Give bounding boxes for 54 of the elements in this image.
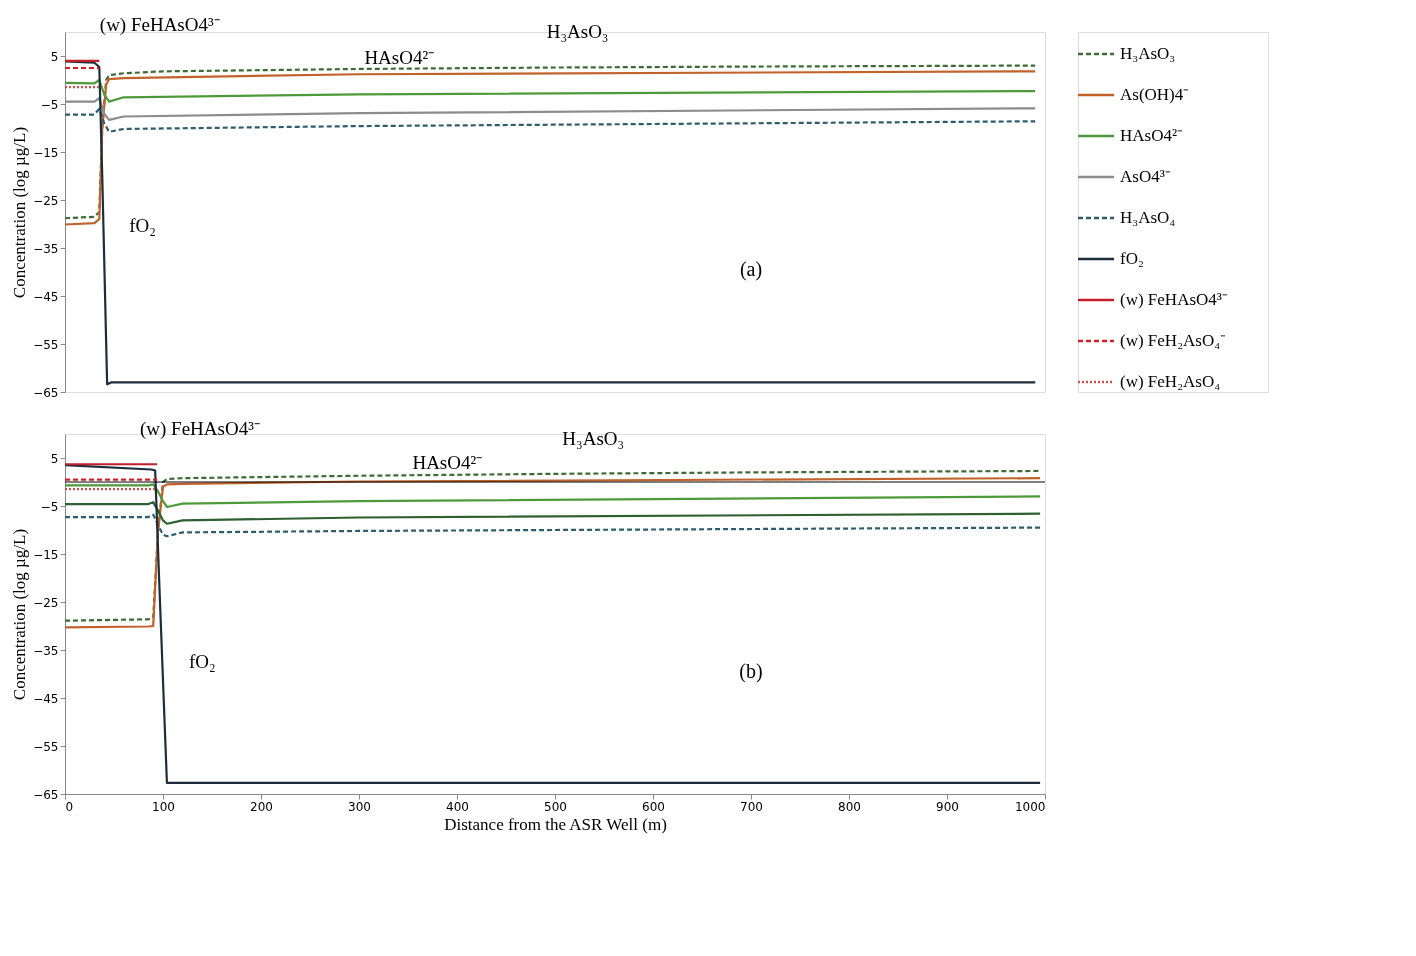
line-series <box>63 107 1037 133</box>
line-series <box>63 483 1042 509</box>
x-tick-label: 400 <box>446 799 469 814</box>
annotation: (w) FeHAsO4³⁻ <box>99 13 220 36</box>
annotation: HAsO4²⁻ <box>364 46 435 68</box>
legend-label: (w) FeHAsO4³⁻ <box>1120 290 1228 309</box>
y-tick-label: −55 <box>33 739 59 754</box>
x-tick-label: 0 <box>65 799 74 814</box>
annotation: fO₂ <box>129 215 156 237</box>
legend-label: H₃AsO₃ <box>1120 44 1176 63</box>
annotation: (w) FeHAsO4³⁻ <box>139 417 260 440</box>
legend-label: H₃AsO₄ <box>1120 208 1176 227</box>
y-tick-label: 5 <box>50 451 59 466</box>
legend-label: fO₂ <box>1120 249 1144 268</box>
line-series <box>63 513 1042 538</box>
y-tick-label: −25 <box>33 595 59 610</box>
annotation: H₃AsO₃ <box>546 21 609 42</box>
legend-label: AsO4³⁻ <box>1120 167 1171 186</box>
x-tick-label: 800 <box>838 799 861 814</box>
line-series <box>63 78 1037 103</box>
legend-label: (w) FeH₂AsO₄ <box>1120 372 1221 391</box>
y-tick-label: −35 <box>33 241 59 256</box>
annotation: HAsO4²⁻ <box>412 452 483 474</box>
x-tick-label: 200 <box>250 799 273 814</box>
y-tick-label: −65 <box>33 787 59 802</box>
y-tick-label: −35 <box>33 643 59 658</box>
x-tick-label: 900 <box>936 799 959 814</box>
line-series <box>63 501 1042 525</box>
y-tick-label: −45 <box>33 691 59 706</box>
x-axis-title: Distance from the ASR Well (m) <box>444 814 667 834</box>
y-axis-title: Concentration (log µg/L) <box>10 126 30 299</box>
y-tick-label: −5 <box>40 499 59 514</box>
x-tick-label: 300 <box>348 799 371 814</box>
y-tick-label: −25 <box>33 193 59 208</box>
x-tick-label: 100 <box>152 799 175 814</box>
y-tick-label: −45 <box>33 289 59 304</box>
annotation: H₃AsO₃ <box>562 427 625 449</box>
legend-label: As(OH)4⁻ <box>1120 85 1190 104</box>
x-tick-label: 600 <box>642 799 665 814</box>
x-tick-label: 700 <box>740 799 763 814</box>
x-tick-label: 500 <box>544 799 567 814</box>
y-tick-label: −65 <box>33 385 59 400</box>
annotation: (a) <box>739 257 763 281</box>
x-tick-label: 1000 <box>1014 799 1046 814</box>
legend-label: (w) FeH₂AsO₄⁻ <box>1120 331 1227 350</box>
y-tick-label: −15 <box>33 145 59 160</box>
y-tick-label: −5 <box>40 97 59 112</box>
annotation: fO₂ <box>188 651 216 672</box>
y-axis-title: Concentration (log µg/L) <box>10 528 30 701</box>
y-tick-label: −15 <box>33 547 59 562</box>
y-tick-label: 5 <box>50 49 59 64</box>
annotation: (b) <box>739 659 763 683</box>
legend-label: HAsO4²⁻ <box>1120 126 1184 145</box>
y-tick-label: −55 <box>33 337 59 352</box>
